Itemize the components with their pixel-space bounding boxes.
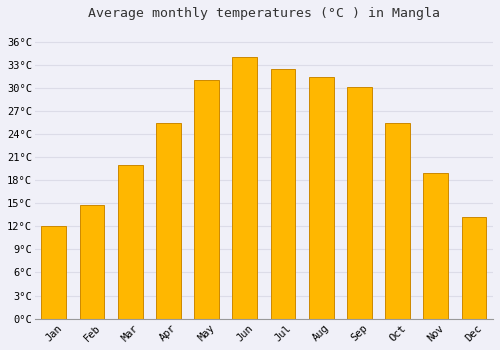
Bar: [270, 69, 295, 319]
Title: Average monthly temperatures (°C ) in Mangla: Average monthly temperatures (°C ) in Ma…: [88, 7, 440, 20]
Bar: [385, 123, 410, 318]
Bar: [118, 165, 142, 318]
Bar: [424, 173, 448, 318]
Bar: [194, 80, 219, 318]
Bar: [80, 205, 104, 318]
Bar: [309, 77, 334, 318]
Bar: [156, 123, 181, 318]
Bar: [232, 57, 257, 318]
Bar: [462, 217, 486, 318]
Bar: [347, 86, 372, 318]
Bar: [42, 226, 66, 318]
